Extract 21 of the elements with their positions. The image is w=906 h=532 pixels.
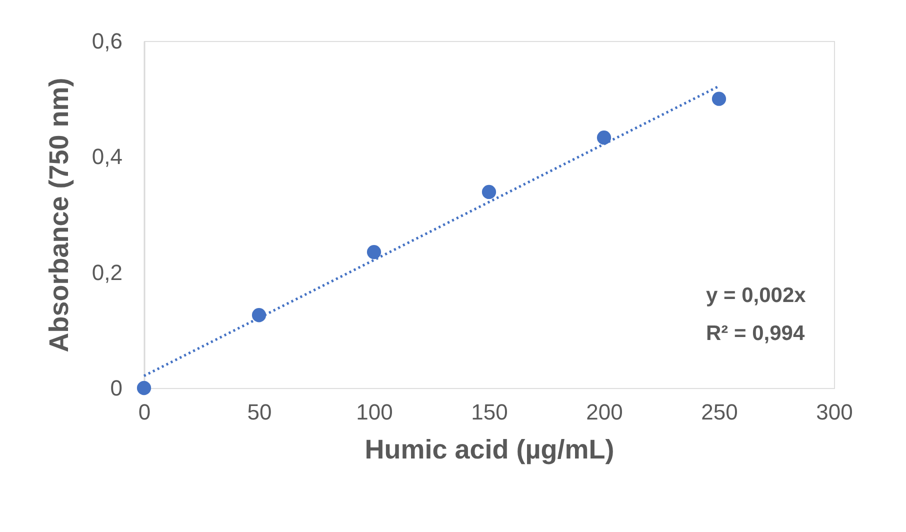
x-tick-label: 100 bbox=[356, 400, 393, 424]
annotation: y = 0,002x bbox=[706, 284, 806, 307]
point bbox=[252, 308, 266, 322]
point bbox=[136, 380, 152, 396]
x-tick-label: 50 bbox=[247, 400, 272, 424]
y-axis-title: Absorbance (750 nm) bbox=[44, 78, 74, 352]
y-tick-label: 0,2 bbox=[92, 260, 122, 285]
x-tick-label: 250 bbox=[701, 400, 738, 424]
y-tick-label: 0 bbox=[110, 376, 122, 400]
x-axis-title: Humic acid (µg/mL) bbox=[364, 434, 614, 464]
x-tick-label: 300 bbox=[816, 400, 853, 424]
x-tick-label: 150 bbox=[471, 400, 508, 424]
annotation: R² = 0,994 bbox=[706, 322, 805, 345]
point bbox=[366, 245, 382, 260]
x-tick-label: 0 bbox=[138, 400, 151, 424]
point bbox=[712, 92, 726, 106]
point bbox=[482, 184, 496, 199]
y-tick-label: 0,6 bbox=[92, 28, 122, 54]
y-tick-label: 0,4 bbox=[92, 144, 122, 170]
x-tick-label: 200 bbox=[586, 400, 623, 424]
point bbox=[596, 130, 612, 145]
